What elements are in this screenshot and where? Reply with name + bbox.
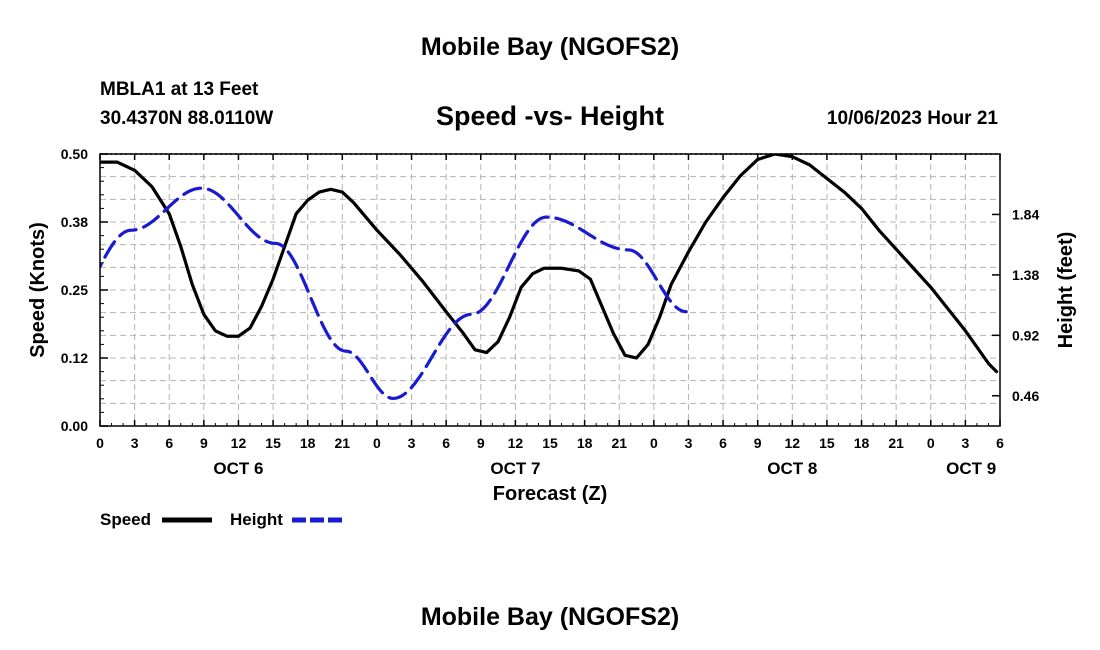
x-tick-label: 12: [231, 435, 247, 451]
x-tick-label: 0: [373, 435, 381, 451]
timestamp-label: 10/06/2023 Hour 21: [827, 108, 999, 129]
legend-speed-label: Speed: [100, 510, 151, 529]
y-axis-label: Speed (Knots): [27, 222, 49, 358]
axes: 0 3 6 9 12 15 18 21 0 3 6 9 12 15 18 21 0 3 6 9 12 15 18 21 0 3 6O…: [61, 146, 1040, 478]
x-tick-label: 12: [785, 435, 801, 451]
speed-series-line: [100, 154, 999, 374]
x-tick-label: 0: [927, 435, 935, 451]
grid: [100, 153, 1000, 426]
y-tick-label: 0.50: [61, 146, 88, 162]
height-series-line: [100, 186, 688, 401]
x-tick-label: 0: [96, 435, 104, 451]
x-tick-label: 9: [477, 435, 485, 451]
x-tick-label: 12: [508, 435, 524, 451]
y-tick-label: 0.12: [61, 350, 88, 366]
x-tick-label: 18: [577, 435, 593, 451]
day-label: OCT 6: [213, 459, 263, 478]
y2-axis-label: Height (feet): [1055, 232, 1077, 349]
chart-subtitle: Speed -vs- Height: [436, 101, 664, 131]
station-label: MBLA1 at 13 Feet: [100, 79, 259, 100]
x-tick-label: 15: [265, 435, 281, 451]
y2-tick-label: 1.38: [1012, 267, 1039, 283]
y-tick-label: 0.38: [61, 214, 88, 230]
chart-title: Mobile Bay (NGOFS2): [421, 33, 679, 61]
x-tick-label: 21: [335, 435, 351, 451]
x-tick-label: 6: [165, 435, 173, 451]
y2-tick-label: 0.46: [1012, 388, 1039, 404]
x-tick-label: 21: [888, 435, 904, 451]
y-tick-label: 0.25: [61, 282, 88, 298]
x-tick-label: 9: [754, 435, 762, 451]
x-tick-label: 3: [685, 435, 693, 451]
x-tick-label: 6: [442, 435, 450, 451]
y-tick-label: 0.00: [61, 418, 88, 434]
x-tick-label: 3: [961, 435, 969, 451]
location-label: 30.4370N 88.0110W: [100, 108, 273, 129]
x-tick-label: 15: [819, 435, 835, 451]
day-label: OCT 7: [490, 459, 540, 478]
x-tick-label: 18: [300, 435, 316, 451]
x-tick-label: 9: [200, 435, 208, 451]
x-tick-label: 6: [996, 435, 1004, 451]
x-tick-label: 6: [719, 435, 727, 451]
x-axis-label: Forecast (Z): [493, 483, 607, 505]
series-layer: [100, 154, 999, 401]
legend-height-label: Height: [230, 510, 283, 529]
x-tick-label: 3: [408, 435, 416, 451]
y2-tick-label: 0.92: [1012, 327, 1039, 343]
y2-tick-label: 1.84: [1012, 206, 1039, 222]
x-tick-label: 3: [131, 435, 139, 451]
legend: Speed Height: [100, 510, 342, 529]
footer-title: Mobile Bay (NGOFS2): [421, 603, 679, 631]
x-tick-label: 15: [542, 435, 558, 451]
x-tick-label: 0: [650, 435, 658, 451]
day-label: OCT 9: [946, 459, 996, 478]
x-tick-label: 21: [611, 435, 627, 451]
x-tick-label: 18: [854, 435, 870, 451]
day-label: OCT 8: [767, 459, 817, 478]
